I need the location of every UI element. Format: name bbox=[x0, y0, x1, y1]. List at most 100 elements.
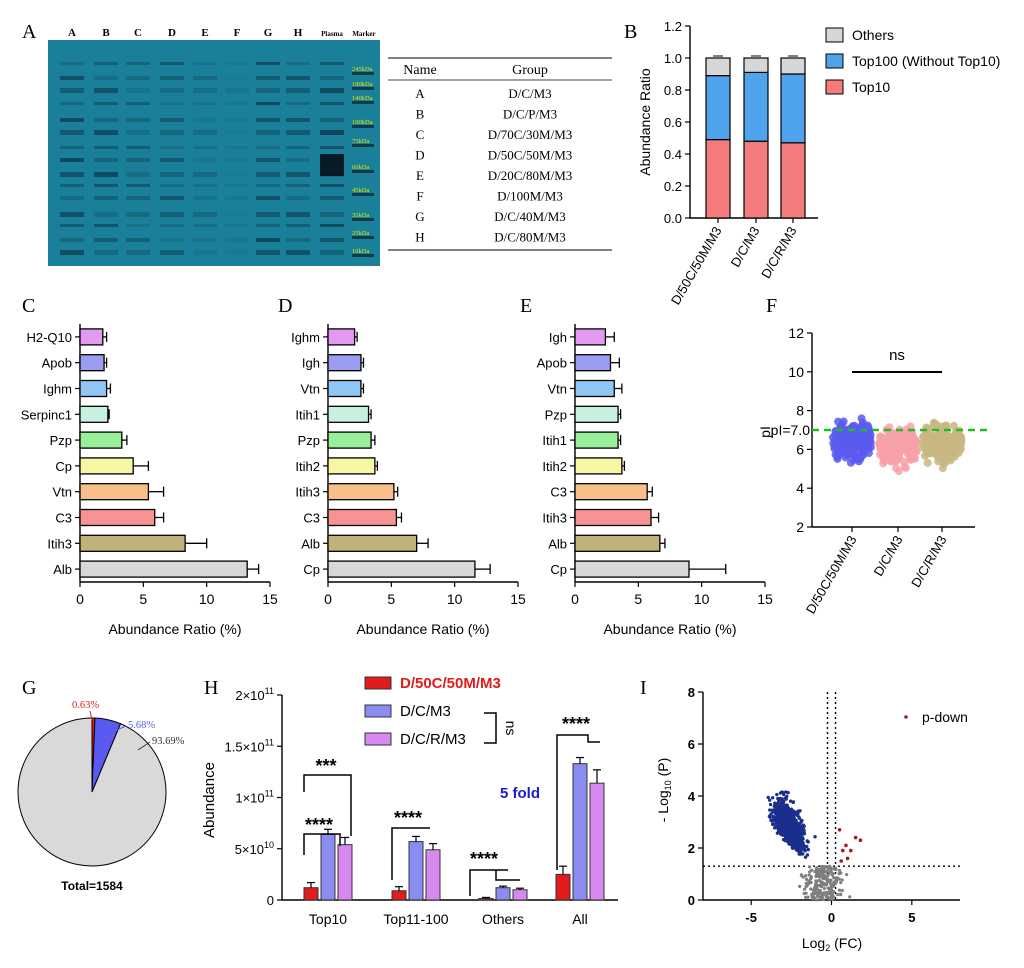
gel-band bbox=[126, 238, 150, 242]
significance-bracket bbox=[303, 833, 341, 855]
y-axis-label-sub: 10 bbox=[663, 780, 673, 790]
gel-band bbox=[225, 212, 249, 217]
volcano-point bbox=[821, 897, 825, 901]
table-cell-group: D/C/M3 bbox=[508, 86, 551, 101]
stack-segment bbox=[780, 142, 806, 219]
y-tick-label: Ighm bbox=[43, 382, 72, 397]
legend-label: Top100 (Without Top10) bbox=[852, 53, 1000, 69]
volcano-point bbox=[807, 881, 811, 886]
legend-swatch bbox=[364, 732, 392, 746]
volcano-point bbox=[806, 847, 810, 852]
x-tick-label: D/C/M3 bbox=[871, 533, 906, 579]
legend-label: D/C/M3 bbox=[400, 703, 451, 720]
y-tick-label: Alb bbox=[548, 536, 567, 551]
stack-segment bbox=[705, 139, 731, 219]
y-tick-exponent: 11 bbox=[265, 737, 274, 747]
volcano-point bbox=[795, 841, 800, 846]
x-tick-label: 5 bbox=[139, 591, 147, 607]
y-tick-label: 12 bbox=[788, 325, 804, 341]
data-point bbox=[839, 417, 848, 426]
gel-band bbox=[60, 238, 84, 242]
legend-swatch bbox=[825, 27, 844, 43]
gel-band bbox=[286, 88, 310, 93]
gel-band bbox=[256, 184, 280, 187]
panel-letter-c: C bbox=[22, 295, 35, 317]
gel-band bbox=[286, 146, 310, 149]
y-tick-label: 0.6 bbox=[664, 115, 682, 130]
gel-band bbox=[352, 236, 374, 239]
data-point bbox=[881, 453, 890, 462]
volcano-point bbox=[848, 848, 853, 853]
x-axis-label: Abundance Ratio (%) bbox=[108, 621, 241, 637]
y-tick-label: Cp bbox=[550, 562, 567, 577]
chart-i: 0 2 4 6 8 -5 0 5 Log2 (FC) - Log10 (P) p-down bbox=[655, 685, 968, 953]
bar bbox=[79, 457, 134, 475]
gel-band bbox=[160, 146, 184, 149]
gel-band bbox=[286, 196, 310, 200]
gel-marker-label: 35kDa bbox=[352, 212, 369, 219]
panel-letter-h: H bbox=[204, 677, 218, 699]
gel-band bbox=[256, 146, 280, 149]
gel-band bbox=[160, 88, 184, 93]
volcano-point bbox=[822, 876, 826, 881]
bar bbox=[574, 328, 607, 346]
y-tick-label: Cp bbox=[303, 562, 320, 577]
gel-band bbox=[160, 172, 184, 177]
gel-lane-label: F bbox=[234, 27, 241, 39]
gel-band bbox=[94, 76, 118, 80]
volcano-point bbox=[775, 814, 780, 819]
y-tick-label: H2-Q10 bbox=[26, 330, 72, 345]
data-point bbox=[949, 421, 958, 430]
gel-band bbox=[256, 224, 280, 227]
data-point bbox=[952, 436, 961, 445]
volcano-point bbox=[798, 809, 802, 813]
table-cell-group: D/70C/30M/M3 bbox=[488, 127, 573, 142]
x-axis-label-tail: (FC) bbox=[830, 935, 862, 951]
x-tick-label: D/C/R/M3 bbox=[758, 224, 800, 281]
stack-segment bbox=[743, 71, 769, 142]
volcano-point bbox=[826, 886, 831, 890]
pie-label: 5.68% bbox=[128, 720, 155, 731]
gel-band bbox=[60, 62, 84, 65]
data-point bbox=[940, 422, 949, 431]
x-tick-label: D/50C/50M/M3 bbox=[803, 533, 860, 616]
volcano-point bbox=[782, 828, 786, 832]
gel-band bbox=[60, 146, 84, 149]
pie-leader bbox=[109, 725, 127, 734]
gel-band bbox=[126, 172, 150, 177]
gel-band bbox=[126, 62, 150, 65]
volcano-point bbox=[789, 807, 794, 811]
gel-band bbox=[225, 146, 249, 149]
gel-band bbox=[193, 76, 217, 80]
gel-band bbox=[286, 172, 310, 177]
gel-band bbox=[256, 250, 280, 255]
group-table: Name Group A D/C/M3 B D/C/P/M3 C D/70C/30M/M3… bbox=[388, 57, 612, 251]
x-tick-label: 0 bbox=[828, 910, 835, 925]
data-point bbox=[889, 440, 898, 449]
volcano-point bbox=[824, 883, 828, 887]
volcano-point bbox=[767, 798, 772, 802]
gel-band bbox=[225, 224, 249, 227]
gel-band bbox=[160, 62, 184, 65]
gel-band bbox=[126, 212, 150, 217]
gel-band bbox=[320, 238, 344, 242]
bar bbox=[79, 328, 104, 346]
gel-band bbox=[225, 118, 249, 122]
volcano-point bbox=[829, 887, 833, 892]
gel-band bbox=[352, 125, 374, 128]
gel-band bbox=[320, 88, 344, 93]
bar bbox=[327, 457, 376, 475]
bar bbox=[327, 354, 362, 372]
y-tick-label: 0.8 bbox=[664, 83, 682, 98]
volcano-point bbox=[782, 799, 786, 803]
gel-band bbox=[193, 238, 217, 242]
gel-band bbox=[256, 196, 280, 200]
volcano-point bbox=[818, 867, 823, 871]
gel-lane-label: E bbox=[201, 27, 208, 39]
gel-band bbox=[60, 184, 84, 187]
volcano-point bbox=[768, 802, 773, 807]
y-axis-label-tail: (P) bbox=[655, 758, 671, 781]
significance-label: ns bbox=[889, 347, 905, 364]
volcano-point bbox=[766, 795, 770, 800]
volcano-point bbox=[768, 815, 772, 819]
